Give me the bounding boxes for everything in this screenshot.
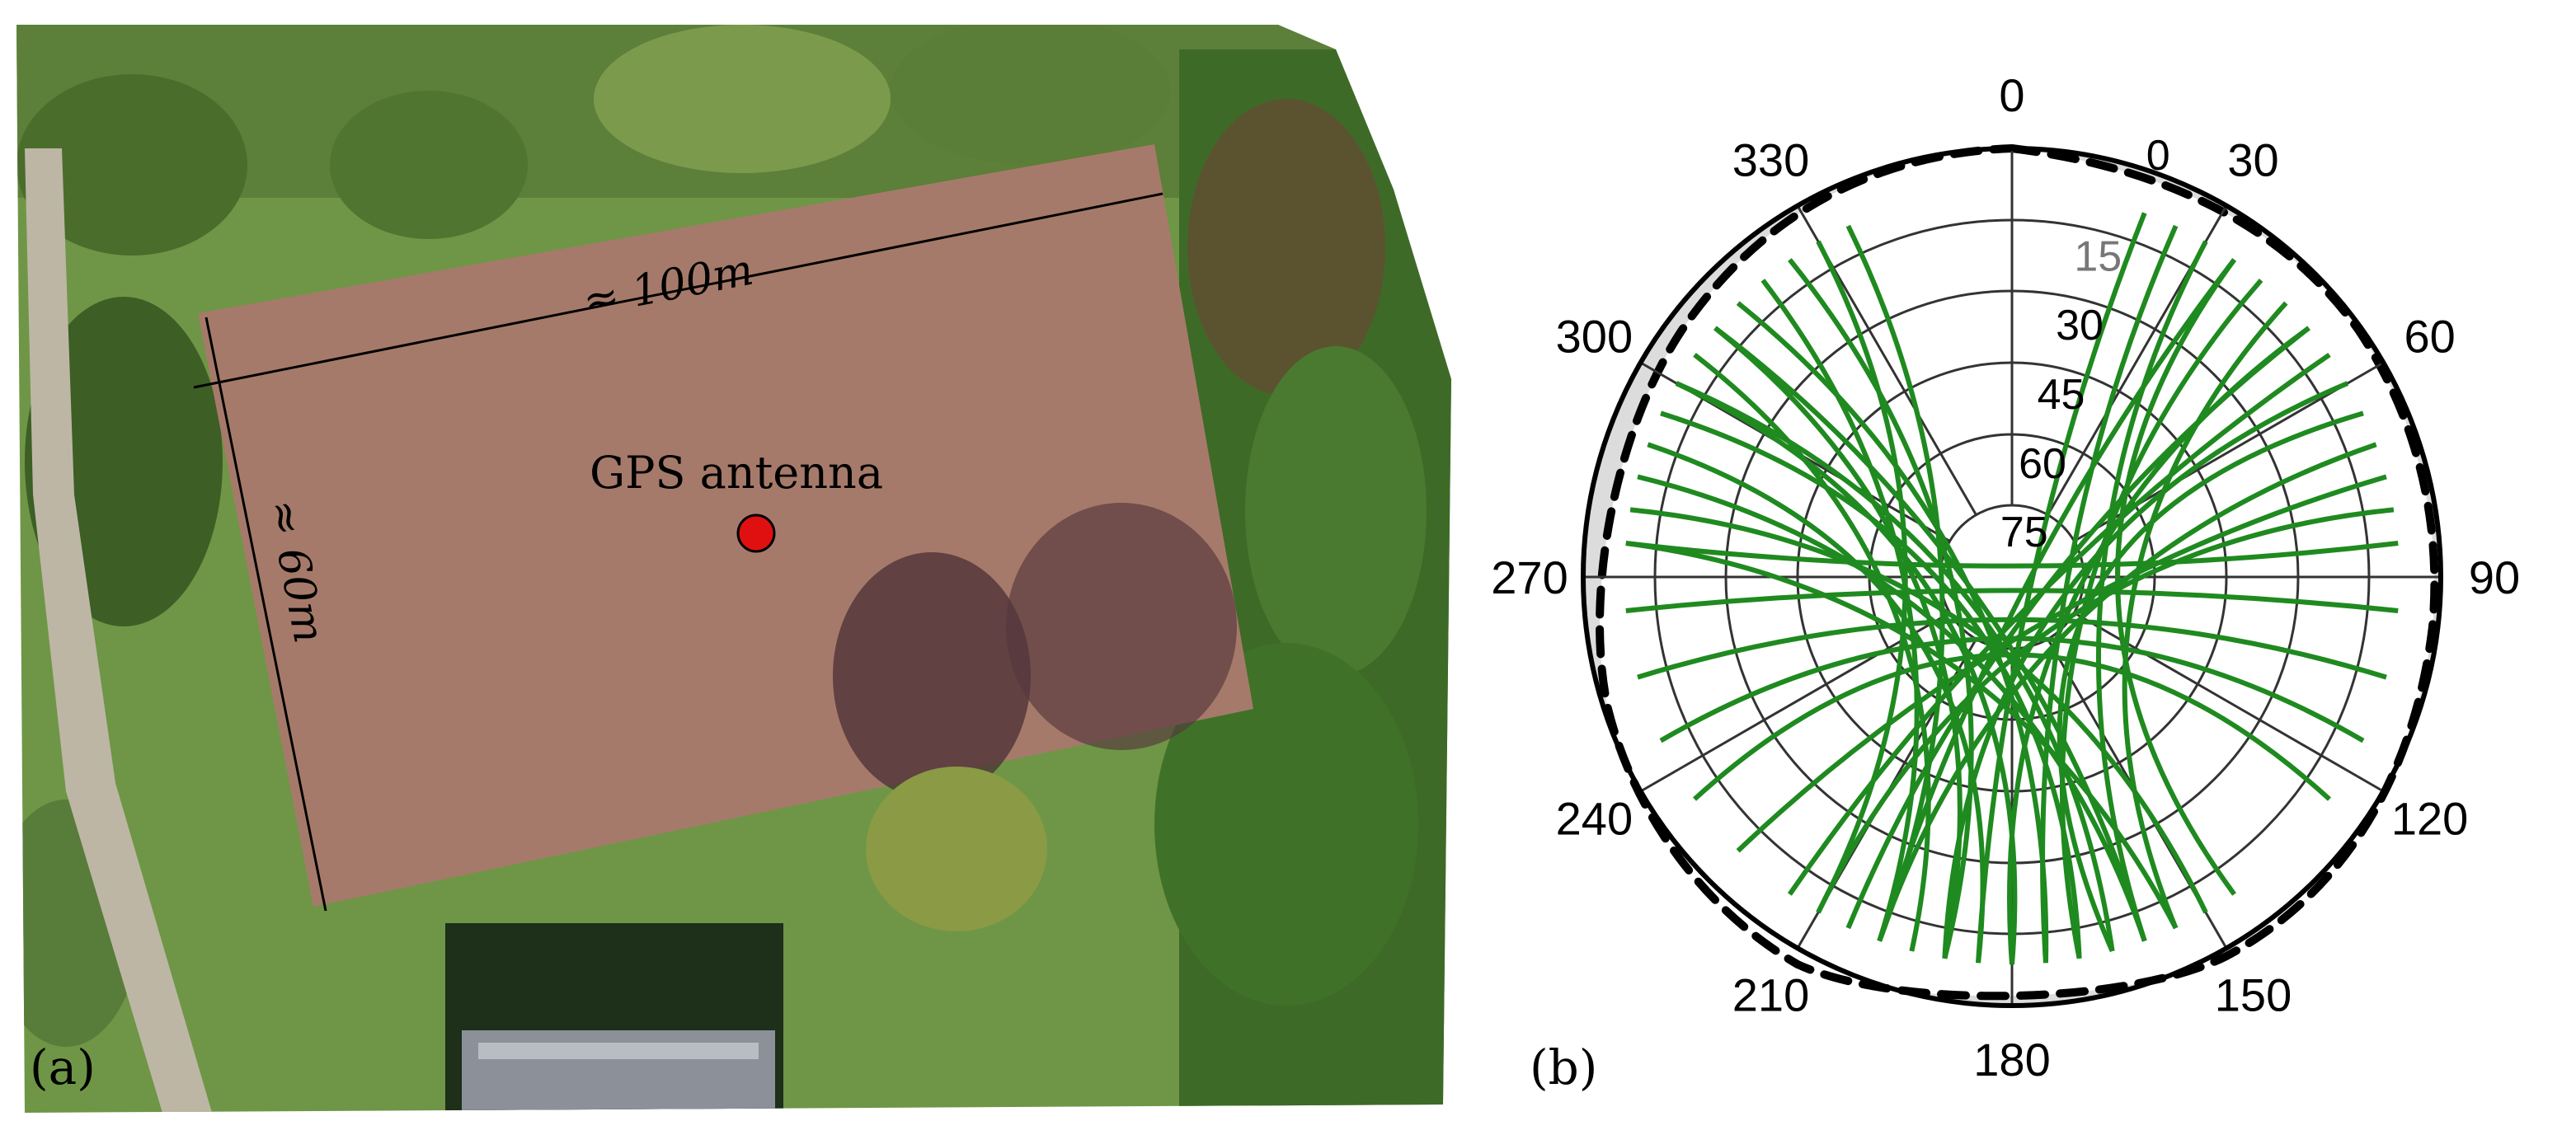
- satellite-track-35: [1625, 541, 2399, 569]
- height-dimension-line: [204, 317, 327, 912]
- satellite-track-26: [1976, 212, 2147, 964]
- satellite-track-10: [1647, 442, 1986, 964]
- azimuth-label-300: 300: [1556, 311, 1633, 363]
- tree-cluster: [594, 25, 891, 173]
- spoke-240: [1639, 612, 1951, 793]
- tree-cluster: [1154, 643, 1418, 1006]
- building-roof: [478, 1043, 759, 1059]
- satellite-trajectories: [1625, 212, 2399, 965]
- elevation-label-0: 0: [2146, 132, 2170, 180]
- tree-shadow: [833, 552, 1031, 800]
- panel-b-skyplot: 0 30 60 90 120 150 180 210 240 270 300 330 0 15 30 45 6…: [1491, 69, 2520, 1095]
- tree-cluster: [866, 767, 1047, 931]
- width-dimension-line: [193, 192, 1163, 389]
- tree-cluster: [1245, 346, 1427, 676]
- satellite-track-27: [2057, 410, 2364, 953]
- satellite-track-21: [1877, 442, 2377, 942]
- satellite-track-19: [1942, 381, 2349, 959]
- azimuth-label-90: 90: [2469, 551, 2520, 603]
- azimuth-label-270: 270: [1491, 551, 1568, 603]
- azimuth-label-0: 0: [1999, 69, 2024, 121]
- tree-cluster: [1187, 99, 1385, 396]
- satellite-track-20: [2040, 224, 2179, 964]
- azimuth-label-120: 120: [2391, 793, 2468, 845]
- elevation-label-30: 30: [2056, 302, 2104, 349]
- gps-antenna-marker: [736, 514, 776, 553]
- satellite-track-13: [1625, 541, 2179, 930]
- satellite-track-7: [1629, 507, 2208, 914]
- satellite-track-28: [1736, 474, 2387, 853]
- panel-a-label: (a): [30, 1039, 96, 1095]
- azimuth-label-180: 180: [1973, 1034, 2050, 1086]
- visible-sky-region: [1600, 148, 2435, 997]
- tree-shadow: [1006, 503, 1237, 750]
- satellite-track-23: [1877, 258, 2236, 942]
- panel-a-aerial-map: ≈ 100m ≈ 60m GPS antenna (a): [16, 25, 1451, 1113]
- azimuth-label-60: 60: [2404, 311, 2455, 363]
- azimuth-label-150: 150: [2215, 969, 2292, 1021]
- satellite-track-24: [2122, 301, 2288, 930]
- elevation-label-15: 15: [2074, 233, 2122, 281]
- tree-cluster: [330, 91, 528, 239]
- satellite-track-5: [1816, 240, 1908, 914]
- azimuth-label-240: 240: [1556, 793, 1633, 845]
- satellite-track-12: [1675, 381, 2115, 952]
- satellite-track-9: [1693, 353, 1931, 952]
- elevation-label-60: 60: [2019, 440, 2066, 488]
- skyplot-outer-border: [1581, 146, 2443, 1008]
- satellite-track-15: [1713, 326, 2147, 942]
- satellite-track-34: [1692, 652, 2332, 801]
- antenna-label: GPS antenna: [590, 447, 883, 499]
- azimuth-label-210: 210: [1732, 969, 1809, 1021]
- satellite-track-30: [1845, 326, 2310, 930]
- panel-b-label: (b): [1530, 1039, 1597, 1095]
- satellite-track-33: [1659, 636, 2365, 743]
- satellite-track-22: [1816, 507, 2395, 914]
- azimuth-label-30: 30: [2227, 134, 2278, 185]
- satellite-track-32: [1625, 588, 2399, 613]
- tree-cluster: [891, 25, 1171, 165]
- mask-boundary: [1596, 143, 2439, 1001]
- satellite-track-31: [1637, 617, 2387, 680]
- satellite-track-29: [2115, 258, 2236, 896]
- footpath: [25, 148, 214, 1113]
- tree-cluster: [16, 74, 247, 256]
- elevation-label-75: 75: [2000, 509, 2048, 556]
- elevation-label-45: 45: [2038, 371, 2085, 419]
- elevation-labels: 0 15 30 45 60 75: [2000, 132, 2170, 556]
- azimuth-label-330: 330: [1732, 134, 1809, 185]
